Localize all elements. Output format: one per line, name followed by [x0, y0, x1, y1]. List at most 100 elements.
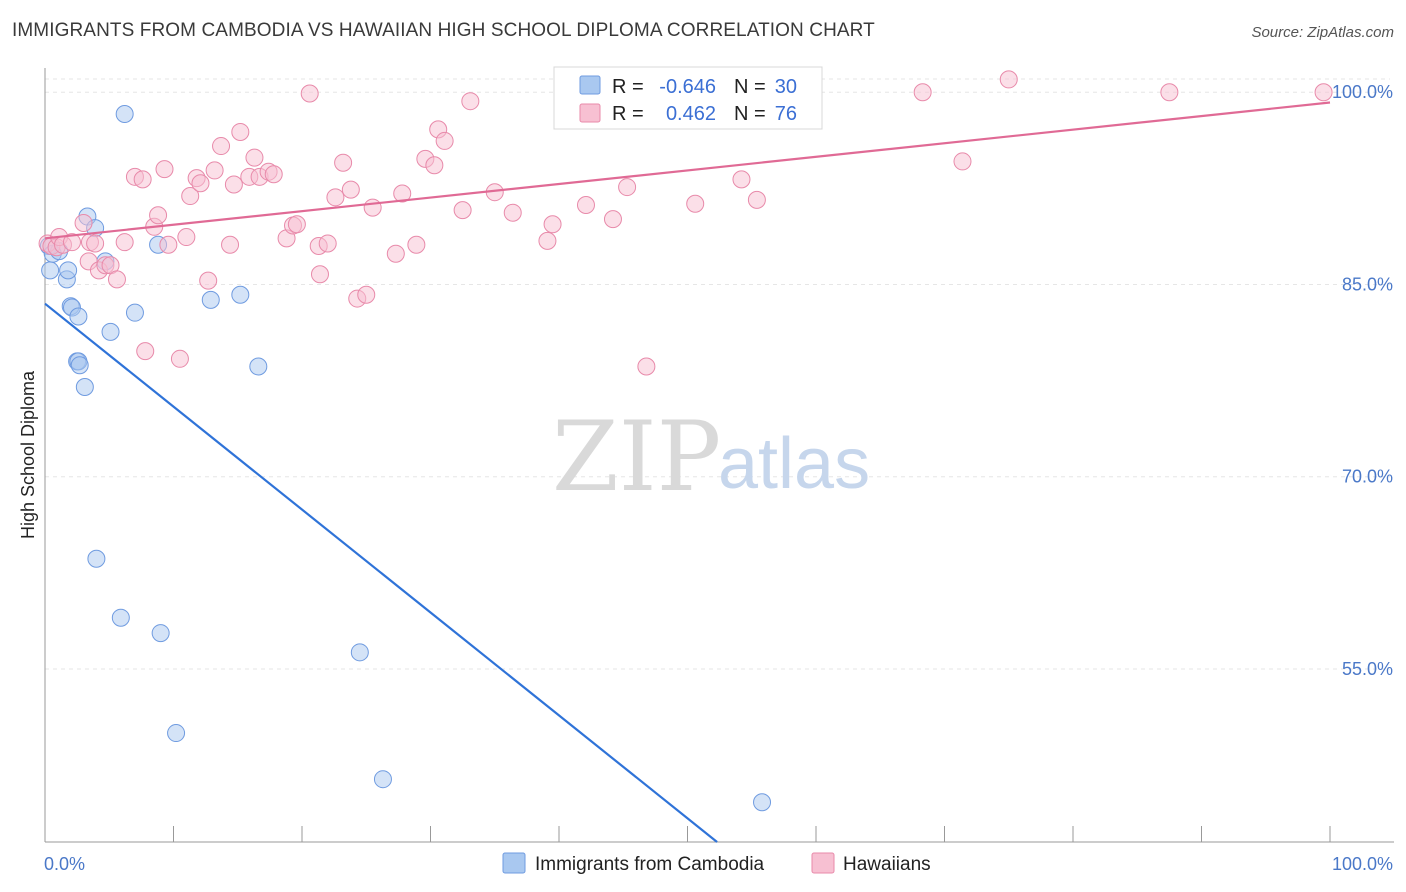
- point-series-1-57: [435, 131, 454, 150]
- point-series-1-65: [603, 210, 622, 229]
- point-series-1-58: [453, 201, 472, 220]
- point-series-0-12: [75, 378, 94, 397]
- point-series-1-28: [205, 161, 224, 180]
- axes: [44, 68, 1394, 843]
- point-series-0-27: [350, 643, 369, 662]
- series-legend-label-hawaiians: Hawaiians: [843, 854, 931, 875]
- y-tick-label-2: 85.0%: [1342, 274, 1393, 294]
- watermark: ZIP atlas: [552, 401, 870, 513]
- point-series-1-75: [999, 70, 1018, 89]
- point-series-1-66: [618, 178, 637, 197]
- point-series-0-20: [125, 303, 144, 322]
- point-series-1-50: [363, 198, 382, 217]
- x-tick-label-1: 100.0%: [1332, 854, 1393, 874]
- point-series-1-32: [231, 122, 250, 141]
- point-series-0-23: [167, 724, 186, 743]
- point-series-1-9: [86, 234, 105, 253]
- chart-title: IMMIGRANTS FROM CAMBODIA VS HAWAIIAN HIG…: [12, 20, 875, 41]
- legend-swatch-hawaiians: [579, 103, 601, 123]
- point-series-1-26: [191, 174, 210, 193]
- y-tick-label-1: 70.0%: [1342, 467, 1393, 487]
- point-series-1-16: [133, 170, 152, 189]
- point-series-0-18: [111, 608, 130, 627]
- point-series-1-13: [107, 270, 126, 289]
- legend-r-label-1: R =: [612, 76, 644, 98]
- point-series-1-31: [224, 175, 243, 194]
- point-series-1-52: [393, 184, 412, 203]
- point-series-1-55: [425, 156, 444, 175]
- watermark-zip: ZIP: [552, 401, 721, 513]
- legend-n-value-1: 30: [775, 76, 797, 98]
- legend-n-value-2: 76: [775, 103, 797, 125]
- point-series-1-64: [576, 196, 595, 215]
- point-series-0-22: [151, 624, 170, 643]
- point-series-1-49: [357, 285, 376, 304]
- point-series-1-19: [149, 206, 168, 225]
- point-series-0-1: [41, 261, 60, 280]
- series-legend-swatch-cambodia: [502, 852, 526, 874]
- point-series-1-71: [913, 83, 932, 102]
- point-series-0-17: [101, 322, 120, 341]
- point-series-1-62: [538, 231, 557, 250]
- legend-n-label-1: N =: [734, 76, 766, 98]
- point-series-1-44: [318, 234, 337, 253]
- point-series-1-23: [177, 228, 196, 247]
- legend-n-label-2: N =: [734, 103, 766, 125]
- point-series-1-63: [543, 215, 562, 234]
- point-series-1-6: [74, 213, 93, 232]
- watermark-atlas: atlas: [718, 424, 870, 504]
- point-series-1-24: [181, 187, 200, 206]
- point-series-1-73: [1160, 83, 1179, 102]
- y-tick-label-3: 100.0%: [1332, 82, 1393, 102]
- point-series-1-59: [461, 92, 480, 111]
- point-series-1-43: [310, 265, 329, 284]
- point-series-0-25: [231, 285, 250, 304]
- point-series-0-29: [753, 793, 772, 812]
- series-legend-swatch-hawaiians: [811, 852, 835, 874]
- point-series-1-72: [953, 152, 972, 171]
- point-series-0-15: [87, 549, 106, 568]
- point-series-1-37: [264, 165, 283, 184]
- point-series-1-46: [334, 153, 353, 172]
- point-series-1-14: [115, 233, 134, 252]
- trend-lines: [44, 101, 1331, 843]
- point-series-1-40: [287, 215, 306, 234]
- y-axis-label: High School Diploma: [18, 370, 38, 539]
- point-series-0-19: [115, 105, 134, 124]
- point-series-0-10: [69, 307, 88, 326]
- point-series-1-69: [732, 170, 751, 189]
- point-series-1-70: [747, 190, 766, 209]
- point-series-1-45: [326, 188, 345, 207]
- point-series-1-53: [407, 235, 426, 254]
- point-series-1-27: [199, 271, 218, 290]
- point-series-1-47: [341, 180, 360, 199]
- trend-line-series-1: [44, 101, 1331, 240]
- point-series-0-26: [249, 357, 268, 376]
- point-series-1-20: [155, 160, 174, 179]
- point-series-1-34: [245, 148, 264, 167]
- y-tick-label-0: 55.0%: [1342, 659, 1393, 679]
- legend-swatch-cambodia: [579, 75, 601, 95]
- point-series-1-74: [1314, 83, 1333, 102]
- point-series-0-24: [201, 290, 220, 309]
- point-series-1-67: [637, 357, 656, 376]
- stats-legend: R = -0.646 N = 30 R = 0.462 N = 76: [553, 66, 823, 130]
- point-series-0-28: [373, 770, 392, 789]
- source-label: Source: ZipAtlas.com: [1251, 24, 1394, 41]
- legend-r-value-1: -0.646: [659, 76, 716, 98]
- point-series-1-30: [221, 235, 240, 254]
- point-series-1-29: [212, 137, 231, 156]
- point-series-0-11: [70, 356, 89, 375]
- point-series-1-61: [503, 203, 522, 222]
- point-series-1-22: [170, 349, 189, 368]
- y-tick-labels: 55.0% 70.0% 85.0% 100.0%: [1332, 82, 1393, 679]
- legend-r-value-2: 0.462: [666, 103, 716, 125]
- point-series-1-51: [386, 244, 405, 263]
- legend-r-label-2: R =: [612, 103, 644, 125]
- point-series-0-5: [59, 261, 78, 280]
- series-legend: Immigrants from Cambodia Hawaiians: [502, 852, 931, 875]
- point-series-1-5: [62, 233, 81, 252]
- point-series-1-21: [159, 235, 178, 254]
- point-series-1-41: [300, 84, 319, 103]
